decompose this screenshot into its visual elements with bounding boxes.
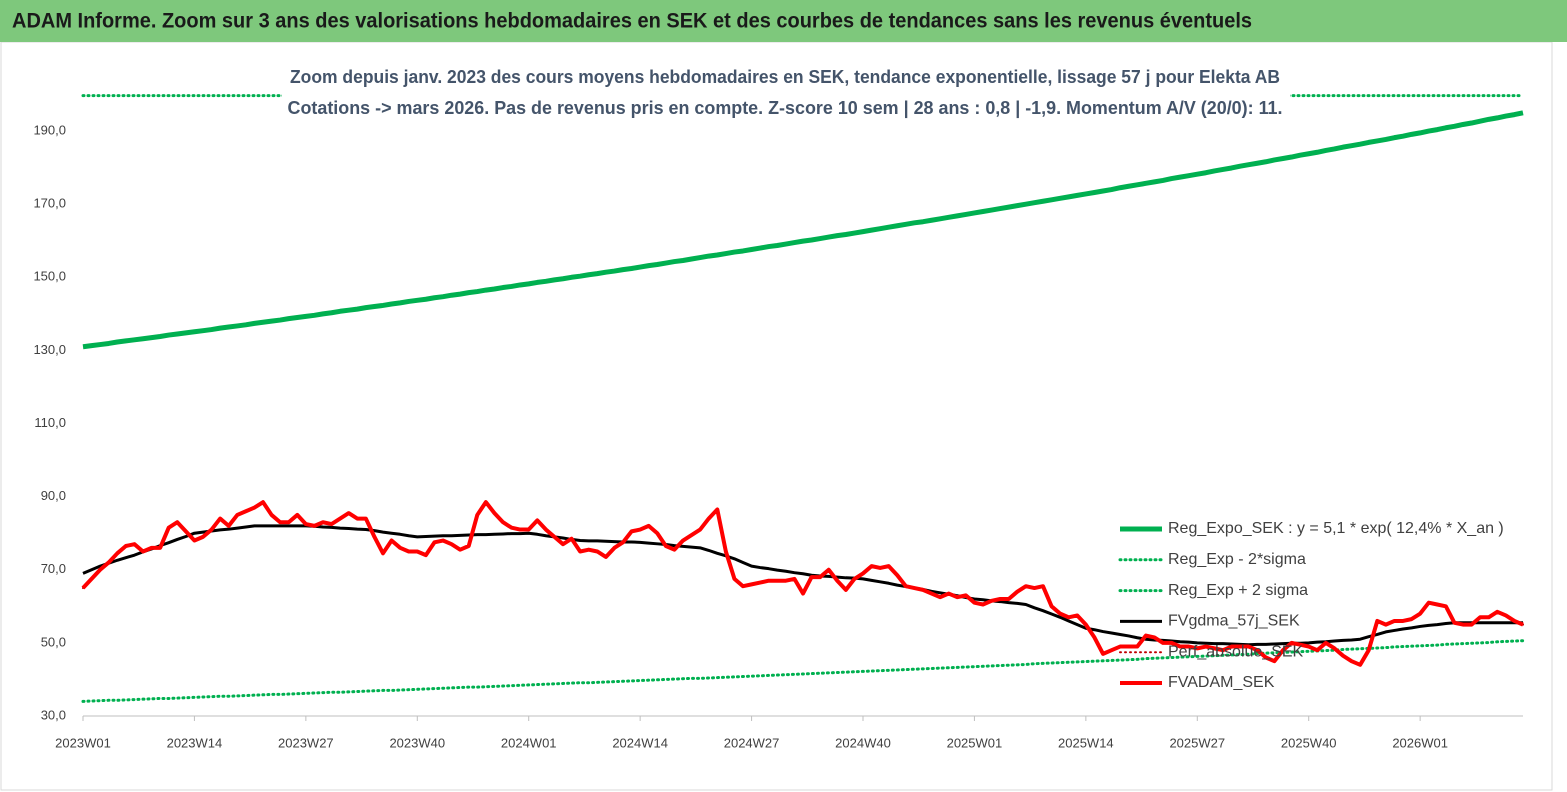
y-tick-label: 90,0: [41, 488, 66, 503]
x-tick-label: 2023W01: [55, 735, 111, 750]
legend: Reg_Expo_SEK : y = 5,1 * exp( 12,4% * X_…: [1118, 520, 1504, 691]
y-tick-label: 150,0: [33, 269, 66, 284]
x-tick-label: 2025W27: [1169, 735, 1225, 750]
chart-subtitle: Zoom depuis janv. 2023 des cours moyens …: [290, 67, 1280, 87]
subtitle-box: [282, 60, 1290, 128]
legend-label: Reg_Exp - 2*sigma: [1168, 551, 1306, 568]
series-line: [81, 500, 1524, 667]
x-tick-label: 2024W01: [501, 735, 557, 750]
y-tick-label: 50,0: [41, 634, 66, 649]
x-tick-label: 2023W14: [167, 735, 223, 750]
x-tick-label: 2023W27: [278, 735, 334, 750]
legend-label: FVgdma_57j_SEK: [1168, 613, 1300, 630]
legend-label: Reg_Exp + 2 sigma: [1168, 582, 1308, 599]
x-tick-label: 2024W14: [612, 735, 668, 750]
y-tick-label: 170,0: [33, 196, 66, 211]
y-tick-label: 130,0: [33, 342, 66, 357]
x-tick-label: 2026W01: [1392, 735, 1448, 750]
x-tick-label: 2023W40: [389, 735, 445, 750]
x-tick-label: 2024W40: [835, 735, 891, 750]
chart-subtitle: Cotations -> mars 2026. Pas de revenus p…: [288, 98, 1283, 118]
y-tick-label: 30,0: [41, 707, 66, 722]
title-bar: [0, 0, 1567, 42]
legend-label: FVADAM_SEK: [1168, 674, 1275, 691]
y-tick-label: 70,0: [41, 561, 66, 576]
series-line: [82, 110, 1524, 350]
legend-label: Perf_absolue_SEK: [1168, 643, 1304, 660]
x-tick-label: 2024W27: [724, 735, 780, 750]
x-tick-label: 2025W40: [1281, 735, 1337, 750]
legend-label: Reg_Expo_SEK : y = 5,1 * exp( 12,4% * X_…: [1168, 520, 1504, 537]
y-tick-label: 190,0: [33, 122, 66, 137]
series-line: [82, 524, 1523, 647]
x-tick-label: 2025W14: [1058, 735, 1114, 750]
y-tick-label: 110,0: [34, 415, 66, 430]
x-tick-label: 2025W01: [947, 735, 1003, 750]
chart-title: ADAM Informe. Zoom sur 3 ans des valoris…: [12, 10, 1252, 33]
